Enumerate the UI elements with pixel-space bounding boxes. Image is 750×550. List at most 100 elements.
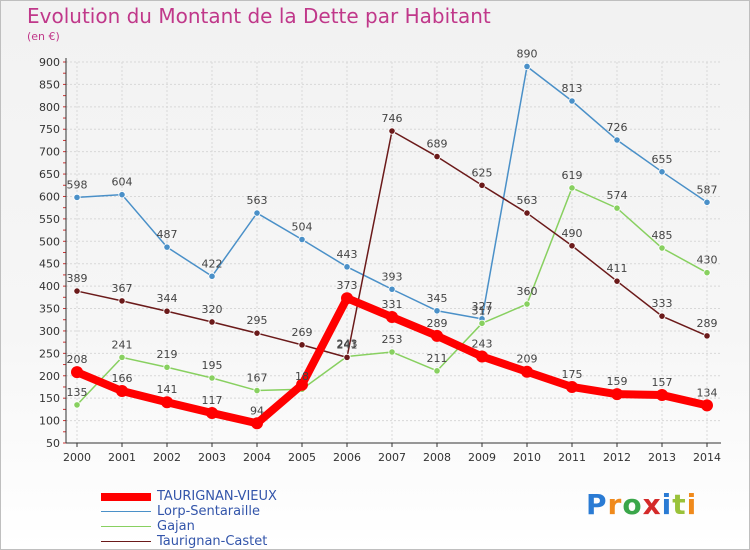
data-point-taurignan-castet (568, 242, 576, 250)
data-label-lorp-sentaraille: 890 (517, 47, 538, 60)
data-point-lorp-sentaraille (118, 191, 126, 199)
data-point-taurignan-vieux (386, 311, 398, 324)
data-point-gajan (388, 348, 396, 356)
data-point-taurignan-castet (658, 312, 666, 320)
legend-label: Gajan (157, 519, 195, 534)
data-point-gajan (658, 244, 666, 252)
legend-item-lorp-sentaraille: Lorp-Sentaraille (101, 504, 361, 519)
data-point-taurignan-vieux (71, 366, 83, 379)
y-tick-label: 350 (39, 303, 60, 316)
data-label-taurignan-castet: 563 (517, 194, 538, 207)
data-label-taurignan-vieux: 159 (607, 375, 628, 388)
y-tick-label: 700 (39, 146, 60, 159)
data-point-lorp-sentaraille (568, 97, 576, 105)
data-label-gajan: 619 (562, 169, 583, 182)
y-tick-label: 450 (39, 258, 60, 271)
data-label-gajan: 317 (472, 304, 493, 317)
data-label-gajan: 485 (652, 229, 673, 242)
data-point-lorp-sentaraille (433, 307, 441, 315)
chart-title: Evolution du Montant de la Dette par Hab… (27, 4, 491, 28)
y-tick-label: 200 (39, 370, 60, 383)
logo-letter: t (672, 488, 687, 521)
data-label-taurignan-castet: 689 (427, 138, 448, 151)
y-tick-label: 50 (46, 437, 60, 450)
data-label-taurignan-vieux: 157 (652, 376, 673, 389)
y-tick-label: 800 (39, 101, 60, 114)
data-point-gajan (118, 353, 126, 361)
data-point-gajan (613, 204, 621, 212)
data-point-taurignan-castet (478, 181, 486, 189)
data-point-lorp-sentaraille (298, 235, 306, 244)
data-label-lorp-sentaraille: 487 (157, 228, 178, 241)
data-point-taurignan-vieux (521, 365, 533, 378)
data-point-taurignan-castet (298, 341, 306, 349)
data-label-lorp-sentaraille: 345 (427, 292, 448, 305)
data-point-taurignan-vieux (611, 388, 623, 401)
legend-item-gajan: Gajan (101, 519, 361, 534)
x-tick-label: 2014 (693, 451, 721, 464)
data-label-lorp-sentaraille: 443 (337, 248, 358, 261)
logo-letter: i (686, 488, 698, 521)
data-point-gajan (253, 386, 261, 395)
data-point-lorp-sentaraille (208, 272, 216, 280)
legend-label: TAURIGNAN-VIEUX (157, 489, 277, 504)
data-label-taurignan-vieux: 208 (67, 353, 88, 366)
data-point-taurignan-castet (163, 307, 171, 315)
data-point-gajan (478, 319, 486, 327)
data-label-taurignan-vieux: 209 (517, 353, 538, 366)
data-label-taurignan-vieux: 134 (697, 386, 718, 399)
x-tick-label: 2002 (153, 451, 181, 464)
data-label-taurignan-vieux: 243 (472, 337, 493, 350)
legend-item-taurignan-castet: Taurignan-Castet (101, 534, 361, 549)
x-tick-label: 2013 (648, 451, 676, 464)
data-label-gajan: 135 (67, 386, 88, 399)
data-point-gajan (703, 269, 711, 277)
data-point-gajan (208, 374, 216, 382)
data-label-gajan: 195 (202, 359, 223, 372)
data-label-lorp-sentaraille: 393 (382, 270, 403, 283)
data-point-taurignan-castet (208, 318, 216, 326)
legend-swatch (101, 541, 151, 542)
data-point-gajan (163, 363, 171, 371)
y-tick-label: 100 (39, 415, 60, 428)
x-tick-label: 2010 (513, 451, 541, 464)
data-point-taurignan-castet (613, 277, 621, 285)
data-label-gajan: 253 (382, 333, 403, 346)
data-point-lorp-sentaraille (163, 243, 171, 251)
unit-label: (en €) (27, 30, 60, 43)
data-label-gajan: 430 (697, 254, 718, 267)
data-point-taurignan-vieux (116, 385, 128, 398)
data-point-lorp-sentaraille (253, 209, 261, 217)
logo-letter: o (622, 488, 643, 521)
data-label-gajan: 360 (517, 285, 538, 298)
data-label-taurignan-castet: 389 (67, 272, 88, 285)
data-point-taurignan-vieux (206, 406, 218, 419)
data-label-lorp-sentaraille: 726 (607, 121, 628, 134)
data-point-taurignan-castet (703, 332, 711, 340)
x-tick-label: 2006 (333, 451, 361, 464)
data-label-taurignan-vieux: 117 (202, 394, 223, 407)
data-label-taurignan-vieux: 373 (337, 279, 358, 292)
data-point-taurignan-castet (118, 297, 126, 305)
data-label-lorp-sentaraille: 813 (562, 82, 583, 95)
data-point-taurignan-vieux (701, 399, 713, 412)
data-label-taurignan-castet: 411 (607, 262, 628, 275)
data-label-lorp-sentaraille: 504 (292, 221, 313, 234)
legend-swatch (101, 526, 151, 527)
data-point-taurignan-vieux (566, 380, 578, 393)
y-tick-label: 850 (39, 78, 60, 91)
y-tick-label: 400 (39, 280, 60, 293)
data-label-lorp-sentaraille: 563 (247, 194, 268, 207)
data-point-lorp-sentaraille (703, 198, 711, 206)
data-label-taurignan-castet: 490 (562, 227, 583, 240)
data-point-taurignan-vieux (161, 396, 173, 409)
legend-item-taurignan-vieux: TAURIGNAN-VIEUX (101, 489, 361, 504)
data-point-taurignan-vieux (656, 389, 668, 402)
data-point-taurignan-vieux (251, 417, 263, 430)
data-label-taurignan-castet: 367 (112, 282, 133, 295)
data-point-taurignan-castet (73, 287, 81, 295)
data-label-gajan: 574 (607, 189, 628, 202)
data-point-taurignan-vieux (341, 292, 353, 305)
data-point-taurignan-castet (523, 209, 531, 217)
